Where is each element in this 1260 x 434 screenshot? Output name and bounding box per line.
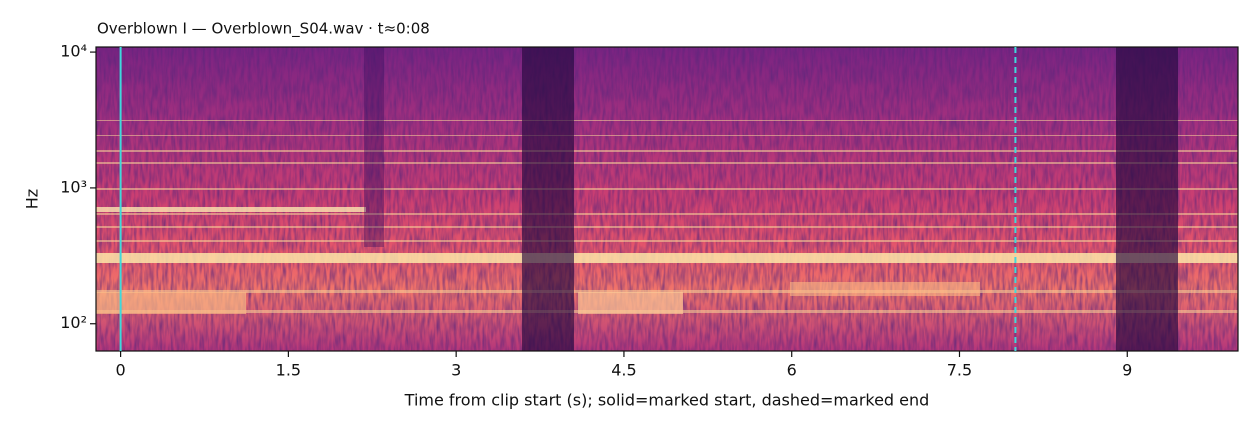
y-axis-label: Hz	[23, 189, 42, 209]
y-tick-label: 10⁴	[60, 42, 87, 61]
x-tick-label: 9	[1122, 361, 1132, 380]
x-tick-label: 1.5	[276, 361, 301, 380]
x-tick-label: 0	[116, 361, 126, 380]
plot-frame	[95, 46, 1239, 352]
x-axis-label: Time from clip start (s); solid=marked s…	[404, 391, 930, 410]
x-tick-label: 7.5	[947, 361, 972, 380]
x-tick-label: 4.5	[611, 361, 636, 380]
chart-title: Overblown I — Overblown_S04.wav · t≈0:08	[97, 20, 430, 39]
spectrogram-image	[96, 47, 1238, 351]
y-tick-label: 10³	[60, 177, 87, 196]
x-tick-label: 3	[451, 361, 461, 380]
x-tick-label: 6	[787, 361, 797, 380]
y-tick-label: 10²	[60, 313, 87, 332]
